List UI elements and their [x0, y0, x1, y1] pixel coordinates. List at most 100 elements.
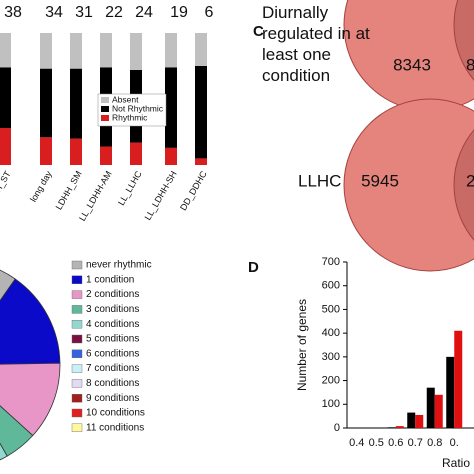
legend-swatch [101, 115, 109, 121]
bar-segment [0, 128, 11, 165]
venn-label: Diurnally regulated in at least one cond… [262, 3, 370, 85]
x-axis-label: Ratio (diu [442, 456, 474, 470]
legend-label: Not Rhythmic [112, 103, 164, 113]
venn-count: 8 [466, 55, 474, 74]
legend-label: 9 conditions [86, 393, 139, 404]
y-tick-label: 100 [322, 398, 340, 410]
bar-segment [165, 33, 177, 68]
bar-segment [40, 33, 52, 69]
y-tick-label: 600 [322, 280, 340, 292]
bar-segment [130, 142, 142, 165]
x-tick-label: LDHH_SM [54, 169, 84, 211]
x-tick-label: long day [28, 169, 54, 204]
pie-slice [0, 278, 61, 365]
legend-label: 10 conditions [86, 408, 145, 419]
x-tick-label: 0.5 [369, 437, 384, 449]
pie-slice [0, 442, 8, 461]
y-tick-label: 300 [322, 351, 340, 363]
x-tick-label: DD_DDHC [178, 169, 209, 213]
legend-label: Absent [112, 94, 139, 104]
legend-label: never rhythmic [86, 260, 152, 271]
bar-segment [100, 33, 112, 68]
bar [407, 412, 416, 428]
bar-total-label: 38 [4, 4, 22, 21]
legend-label: 7 conditions [86, 363, 139, 374]
legend-swatch [71, 334, 83, 344]
legend-label: 2 conditions [86, 289, 139, 300]
x-tick-label: LL_LLHC [116, 169, 144, 207]
legend-label: 8 conditions [86, 378, 139, 389]
x-tick-label: 0.6 [388, 437, 403, 449]
bar-segment [70, 138, 82, 165]
venn-count: 8343 [393, 55, 431, 74]
legend-swatch [71, 408, 83, 418]
bar-segment [40, 137, 52, 165]
x-tick-label: HH_ST [0, 169, 13, 200]
bar-total-label: 6 [205, 4, 214, 21]
legend-swatch [71, 379, 83, 388]
bar-segment [130, 33, 142, 70]
x-tick-label: 0. [450, 437, 459, 449]
venn-count: 5945 [361, 171, 399, 190]
x-tick-label: 0.4 [349, 437, 364, 449]
bar [415, 414, 424, 428]
venn-circle [343, 98, 474, 272]
bar [387, 427, 396, 428]
venn-circle [453, 129, 474, 241]
y-tick-label: 400 [322, 327, 340, 339]
x-tick-label: 0.7 [408, 437, 423, 449]
legend-swatch [71, 305, 83, 314]
bar [426, 387, 435, 428]
y-axis-label: Number of genes [295, 299, 309, 391]
x-tick-label: 0.8 [427, 437, 442, 449]
x-tick-label: LL_LDHH-SH [143, 169, 179, 222]
legend-label: 5 conditions [86, 334, 139, 345]
bar-segment [70, 68, 82, 139]
x-tick-label: LL_LDHH-AM [77, 169, 114, 223]
bar-total-label: 24 [135, 4, 153, 21]
bar-segment [70, 33, 82, 69]
bar-total-label: 31 [75, 4, 93, 21]
pie-slice [0, 269, 16, 302]
y-tick-label: 700 [322, 256, 340, 268]
legend-swatch [71, 364, 83, 373]
bar-segment [0, 33, 11, 68]
bar-segment [165, 67, 177, 148]
bar-total-label: 22 [105, 4, 123, 21]
legend-swatch [71, 320, 83, 329]
bar [434, 394, 443, 428]
bar-total-label: 34 [45, 4, 63, 21]
venn-label: LLHC [298, 171, 341, 190]
y-tick-label: 500 [322, 303, 340, 315]
venn-count: 2 [466, 171, 474, 190]
bar-segment [40, 68, 52, 138]
legend-swatch [71, 275, 83, 284]
legend-box [97, 93, 167, 127]
legend-label: 11 conditions [86, 422, 144, 433]
legend-label: Rhythmic [112, 112, 148, 122]
legend-swatch [71, 260, 83, 270]
bar-total-label: 19 [170, 4, 188, 21]
legend-swatch [71, 423, 83, 432]
legend-swatch [71, 394, 83, 403]
panel-label: D [248, 259, 259, 276]
bar-segment [100, 146, 112, 165]
venn-circle [453, 0, 474, 81]
y-tick-label: 200 [322, 374, 340, 386]
bar-segment [0, 67, 11, 129]
legend-swatch [101, 106, 109, 112]
legend-swatch [71, 349, 83, 358]
pie-slice [0, 362, 61, 437]
legend-label: 6 conditions [86, 348, 139, 359]
bar [395, 426, 404, 428]
bar-segment [165, 147, 177, 165]
legend-label: 1 condition [86, 274, 134, 285]
panel-label: C [253, 23, 264, 40]
bar-segment [195, 33, 207, 66]
legend-label: 3 conditions [86, 304, 139, 315]
bar-segment [195, 66, 207, 159]
bar [454, 330, 463, 428]
legend-swatch [101, 97, 109, 103]
